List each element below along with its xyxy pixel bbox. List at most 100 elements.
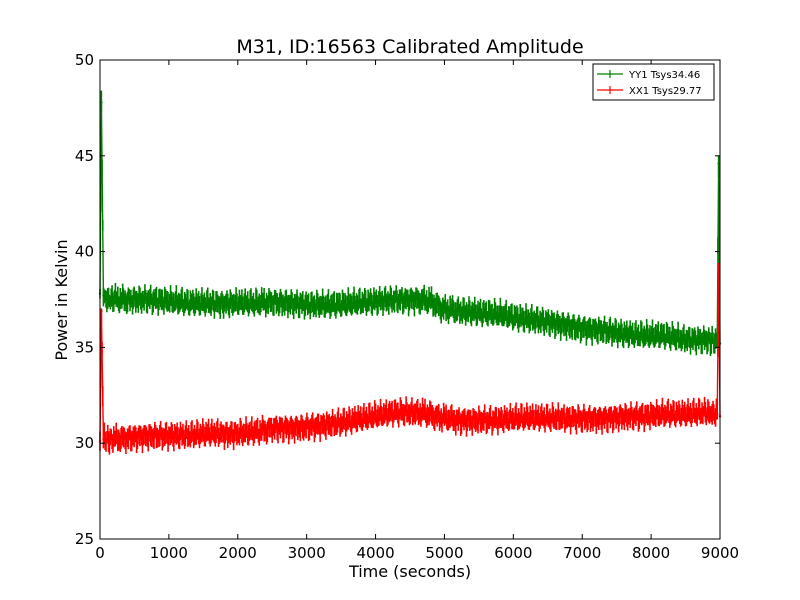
data-point (291, 302, 295, 305)
data-point (539, 417, 543, 420)
x-tick-label: 7000 (563, 544, 601, 562)
data-point (126, 298, 129, 301)
data-point (581, 417, 584, 420)
legend-label: XX1 Tsys29.77 (629, 86, 702, 97)
x-tick-label: 4000 (356, 544, 394, 562)
data-point (236, 302, 239, 305)
series-line (99, 274, 721, 442)
data-point (443, 417, 446, 420)
data-point (622, 415, 625, 418)
x-tick-label: 9000 (701, 544, 739, 562)
y-axis-ticks: 25 30 35 40 45 50 (75, 51, 720, 548)
y-axis-label: Power in Kelvin (52, 239, 71, 360)
data-point (112, 438, 115, 441)
data-point (663, 334, 667, 338)
data-point (271, 300, 274, 303)
legend-label: YY1 Tsys34.46 (628, 70, 700, 81)
series-yy1 (98, 90, 722, 356)
x-axis-label: Time (seconds) (348, 562, 471, 581)
data-point (257, 302, 260, 305)
data-point (105, 438, 109, 441)
data-point (705, 411, 708, 414)
data-point (429, 300, 432, 303)
data-point (333, 422, 336, 426)
data-point (333, 304, 336, 307)
series-xx1 (98, 263, 722, 455)
data-point (271, 426, 274, 430)
data-point (429, 413, 432, 416)
data-point (188, 302, 191, 305)
data-point (112, 298, 115, 301)
data-point (312, 424, 315, 428)
data-point (684, 338, 687, 341)
data-point (705, 338, 708, 341)
data-point (622, 332, 625, 336)
data-point (374, 300, 377, 303)
data-point (539, 319, 543, 322)
data-point (477, 419, 481, 422)
legend-box (592, 63, 715, 101)
chart-title: M31, ID:16563 Calibrated Amplitude (236, 36, 583, 58)
x-tick-label: 0 (95, 544, 105, 562)
data-point (443, 307, 446, 311)
series-layer (98, 90, 722, 455)
plot-frame (99, 59, 721, 540)
data-point (643, 415, 646, 418)
y-tick-label: 35 (75, 338, 94, 356)
data-point (717, 273, 720, 276)
y-tick-label: 25 (75, 530, 94, 548)
data-point (102, 294, 105, 297)
data-point (209, 432, 212, 435)
data-point (353, 419, 357, 422)
x-axis-ticks: 0 1000 2000 3000 4000 5000 6000 7000 8000 9000 (95, 60, 739, 562)
data-point (147, 298, 150, 301)
series-line (99, 102, 721, 344)
y-tick-label: 45 (75, 147, 94, 165)
x-tick-label: 8000 (632, 544, 670, 562)
data-point (519, 317, 522, 320)
data-point (188, 434, 191, 437)
data-point (312, 304, 315, 307)
y-tick-label: 40 (75, 243, 94, 261)
data-point (457, 309, 460, 313)
data-point (102, 438, 105, 441)
data-point (684, 413, 687, 416)
data-point (519, 417, 522, 420)
data-point (415, 298, 419, 301)
data-point (581, 327, 584, 330)
data-point (717, 162, 720, 165)
data-point (498, 419, 501, 422)
data-point (601, 417, 605, 420)
data-point (353, 302, 357, 305)
data-point (374, 415, 377, 418)
x-tick-label: 3000 (288, 544, 326, 562)
y-tick-label: 30 (75, 434, 94, 452)
data-point (560, 417, 563, 420)
data-point (395, 298, 398, 301)
data-point (126, 436, 129, 439)
x-tick-label: 2000 (219, 544, 257, 562)
data-point (236, 432, 239, 435)
data-point (167, 300, 171, 303)
data-point (291, 426, 295, 430)
data-point (257, 430, 260, 433)
legend: YY1 Tsys34.46 XX1 Tsys29.77 (592, 63, 715, 101)
data-point (716, 413, 719, 416)
x-tick-label: 5000 (425, 544, 463, 562)
data-point (395, 411, 398, 414)
data-point (147, 434, 150, 437)
data-point (601, 328, 605, 332)
data-point (415, 411, 419, 414)
data-point (100, 100, 103, 104)
y-tick-label: 50 (75, 51, 94, 69)
data-point (643, 334, 646, 338)
data-point (498, 313, 501, 317)
data-point (209, 302, 212, 305)
data-point (457, 419, 460, 422)
data-point (663, 413, 667, 416)
x-tick-label: 6000 (494, 544, 532, 562)
data-point (105, 298, 109, 301)
data-point (100, 309, 103, 313)
data-point (167, 434, 171, 437)
